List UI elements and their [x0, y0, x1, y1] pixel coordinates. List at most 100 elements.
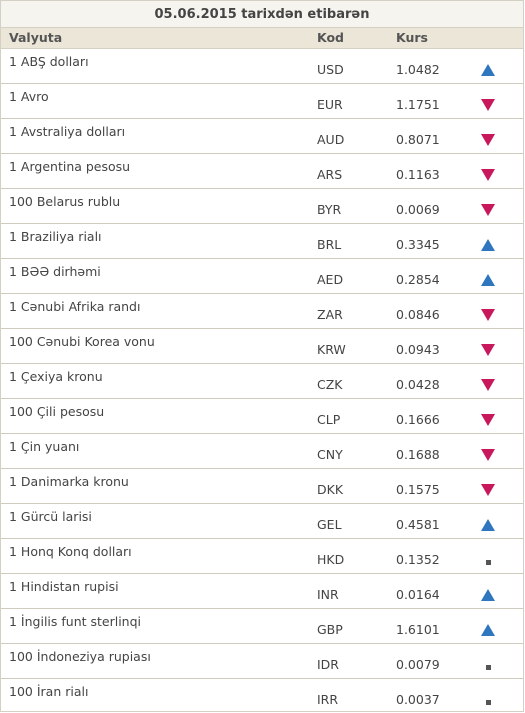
triangle-down-icon [481, 309, 495, 321]
exchange-rate: 0.0037 [396, 692, 440, 707]
triangle-down-icon [481, 169, 495, 181]
exchange-rate: 1.1751 [396, 97, 440, 112]
table-row: 100 Çili pesosu CLP 0.1666 [1, 399, 523, 434]
table-row: 1 BƏƏ dirhəmi AED 0.2854 [1, 259, 523, 294]
triangle-up-icon [481, 589, 495, 601]
table-row: 1 Çin yuanı CNY 0.1688 [1, 434, 523, 469]
table-row: 1 Avstraliya dolları AUD 0.8071 [1, 119, 523, 154]
triangle-down-icon [481, 414, 495, 426]
triangle-down-icon [481, 484, 495, 496]
currency-name: 1 ABŞ dolları [9, 54, 89, 69]
triangle-down-icon [481, 344, 495, 356]
trend-unchanged-icon [479, 693, 497, 707]
currency-name: 1 BƏƏ dirhəmi [9, 264, 101, 279]
currency-code: HKD [317, 552, 345, 567]
currency-name: 1 Gürcü larisi [9, 509, 92, 524]
currency-code: DKK [317, 482, 344, 497]
trend-down-icon [479, 448, 497, 462]
currency-code: BYR [317, 202, 342, 217]
trend-down-icon [479, 133, 497, 147]
trend-up-icon [479, 238, 497, 252]
table-header: Valyuta Kod Kurs [1, 28, 523, 49]
triangle-down-icon [481, 379, 495, 391]
currency-code: INR [317, 587, 339, 602]
exchange-rate: 0.1352 [396, 552, 440, 567]
triangle-up-icon [481, 239, 495, 251]
table-row: 100 Cənubi Korea vonu KRW 0.0943 [1, 329, 523, 364]
currency-name: 100 İran rialı [9, 684, 89, 699]
table-row: 100 İndoneziya rupiası IDR 0.0079 [1, 644, 523, 679]
table-row: 1 Çexiya kronu CZK 0.0428 [1, 364, 523, 399]
table-row: 1 ABŞ dolları USD 1.0482 [1, 49, 523, 84]
trend-unchanged-icon [479, 553, 497, 567]
currency-code: AUD [317, 132, 345, 147]
currency-name: 1 Honq Konq dolları [9, 544, 132, 559]
table-title: 05.06.2015 tarixdən etibarən [1, 0, 523, 28]
currency-code: CZK [317, 377, 343, 392]
currency-name: 1 Hindistan rupisi [9, 579, 119, 594]
exchange-rate: 0.0846 [396, 307, 440, 322]
currency-code: BRL [317, 237, 342, 252]
exchange-rate: 0.1163 [396, 167, 440, 182]
exchange-rate: 0.0069 [396, 202, 440, 217]
currency-name: 1 Danimarka kronu [9, 474, 129, 489]
currency-name: 1 Çexiya kronu [9, 369, 103, 384]
trend-down-icon [479, 378, 497, 392]
table-row: 100 İran rialı IRR 0.0037 [1, 679, 523, 711]
column-header-currency: Valyuta [9, 30, 63, 45]
currency-name: 1 Avstraliya dolları [9, 124, 126, 139]
table-row: 1 Gürcü larisi GEL 0.4581 [1, 504, 523, 539]
currency-name: 1 Braziliya rialı [9, 229, 102, 244]
column-header-trend [468, 28, 523, 48]
table-row: 1 Hindistan rupisi INR 0.0164 [1, 574, 523, 609]
triangle-up-icon [481, 624, 495, 636]
currency-code: EUR [317, 97, 343, 112]
table-row: 1 Avro EUR 1.1751 [1, 84, 523, 119]
trend-down-icon [479, 413, 497, 427]
table-row: 100 Belarus rublu BYR 0.0069 [1, 189, 523, 224]
triangle-down-icon [481, 449, 495, 461]
trend-unchanged-icon [479, 658, 497, 672]
triangle-down-icon [481, 204, 495, 216]
column-header-code: Kod [317, 30, 345, 45]
exchange-rate: 0.3345 [396, 237, 440, 252]
trend-up-icon [479, 623, 497, 637]
exchange-rate: 0.1575 [396, 482, 440, 497]
trend-down-icon [479, 98, 497, 112]
triangle-up-icon [481, 519, 495, 531]
square-icon [485, 559, 491, 565]
triangle-down-icon [481, 99, 495, 111]
currency-code: IDR [317, 657, 339, 672]
currency-code: KRW [317, 342, 346, 357]
currency-code: USD [317, 62, 344, 77]
currency-name: 1 Argentina pesosu [9, 159, 131, 174]
triangle-up-icon [481, 64, 495, 76]
trend-down-icon [479, 168, 497, 182]
triangle-up-icon [481, 274, 495, 286]
trend-down-icon [479, 203, 497, 217]
currency-name: 100 İndoneziya rupiası [9, 649, 151, 664]
trend-up-icon [479, 273, 497, 287]
exchange-rate: 0.1688 [396, 447, 440, 462]
currency-code: IRR [317, 692, 339, 707]
exchange-rate: 1.0482 [396, 62, 440, 77]
currency-name: 1 Avro [9, 89, 49, 104]
table-row: 1 Danimarka kronu DKK 0.1575 [1, 469, 523, 504]
exchange-rate: 0.8071 [396, 132, 440, 147]
table-row: 1 Honq Konq dolları HKD 0.1352 [1, 539, 523, 574]
square-icon [485, 664, 491, 670]
trend-down-icon [479, 483, 497, 497]
currency-code: AED [317, 272, 344, 287]
trend-down-icon [479, 308, 497, 322]
exchange-rate: 0.0943 [396, 342, 440, 357]
exchange-rate: 0.1666 [396, 412, 440, 427]
table-row: 1 Braziliya rialı BRL 0.3345 [1, 224, 523, 259]
currency-name: 1 Çin yuanı [9, 439, 80, 454]
column-header-rate: Kurs [396, 30, 428, 45]
exchange-rate: 1.6101 [396, 622, 440, 637]
square-icon [485, 699, 491, 705]
currency-code: ZAR [317, 307, 343, 322]
table-row: 1 Cənubi Afrika randı ZAR 0.0846 [1, 294, 523, 329]
trend-up-icon [479, 518, 497, 532]
